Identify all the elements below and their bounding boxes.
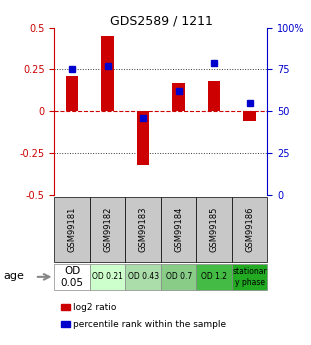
Bar <box>137 111 149 165</box>
Text: OD
0.05: OD 0.05 <box>61 266 84 288</box>
Bar <box>54 197 90 262</box>
Text: log2 ratio: log2 ratio <box>73 303 116 312</box>
Bar <box>232 264 267 290</box>
Text: age: age <box>3 271 24 281</box>
Text: OD 1.2: OD 1.2 <box>201 272 227 282</box>
Bar <box>161 197 197 262</box>
Bar <box>66 76 78 111</box>
Bar <box>90 197 125 262</box>
Bar <box>197 197 232 262</box>
Text: OD 0.21: OD 0.21 <box>92 272 123 282</box>
Text: stationar
y phase: stationar y phase <box>232 267 267 287</box>
Bar <box>90 264 125 290</box>
Bar <box>125 264 161 290</box>
Bar <box>101 36 114 111</box>
Text: GSM99184: GSM99184 <box>174 207 183 252</box>
Text: GSM99186: GSM99186 <box>245 207 254 252</box>
Bar <box>244 111 256 121</box>
Bar <box>208 81 220 111</box>
Text: OD 0.7: OD 0.7 <box>165 272 192 282</box>
Bar <box>173 83 185 111</box>
Text: GSM99182: GSM99182 <box>103 207 112 252</box>
Text: GSM99183: GSM99183 <box>139 207 148 252</box>
Text: percentile rank within the sample: percentile rank within the sample <box>73 320 226 329</box>
Title: GDS2589 / 1211: GDS2589 / 1211 <box>109 14 212 28</box>
Text: OD 0.43: OD 0.43 <box>128 272 159 282</box>
Text: GSM99181: GSM99181 <box>68 207 77 252</box>
Bar <box>54 264 90 290</box>
Bar <box>197 264 232 290</box>
Text: GSM99185: GSM99185 <box>210 207 219 252</box>
Bar <box>232 197 267 262</box>
Bar <box>125 197 161 262</box>
Bar <box>161 264 197 290</box>
